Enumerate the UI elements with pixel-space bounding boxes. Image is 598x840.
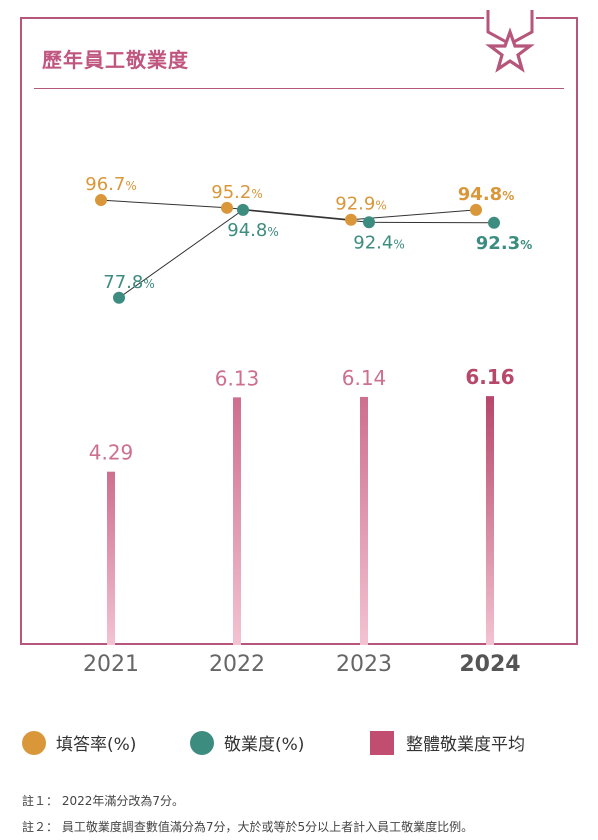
bar-value-label: 6.13 bbox=[215, 366, 260, 390]
bar-value-label: 6.14 bbox=[342, 366, 387, 390]
response-rate-value-label: 95.2% bbox=[211, 182, 262, 203]
legend-bar-square-icon bbox=[370, 730, 394, 755]
response-rate-value-label: 92.9% bbox=[335, 194, 386, 215]
legend-item-engagement: 敬業度(%) bbox=[190, 730, 304, 755]
x-tick-2023: 2023 bbox=[336, 652, 392, 677]
response-rate-point bbox=[221, 201, 233, 214]
line-engagement bbox=[118, 209, 495, 299]
title-divider bbox=[34, 88, 564, 89]
footnote-2: 註２： 員工敬業度調查數值滿分為7分，大於或等於5分以上者計入員工敬業度比例。 bbox=[22, 820, 474, 834]
engagement-value-label: 94.8% bbox=[227, 220, 278, 241]
bar-value-label: 4.29 bbox=[89, 441, 134, 465]
response-rate-value-label: 96.7% bbox=[85, 174, 136, 195]
engagement-value-label: 92.4% bbox=[353, 232, 404, 253]
chart-frame bbox=[20, 17, 578, 645]
legend-item-response-rate: 填答率(%) bbox=[22, 730, 136, 755]
response-rate-point bbox=[470, 203, 482, 216]
response-rate-value-label: 94.8% bbox=[458, 184, 514, 205]
chart-plot: 4.29 6.13 6.14 6.16 96.7% 95.2% 92.9% 94.8% 77.8… bbox=[85, 174, 532, 645]
engagement-value-label: 77.8% bbox=[103, 272, 154, 293]
engagement-point bbox=[113, 291, 125, 304]
bar-2024 bbox=[486, 396, 494, 645]
footnote-1: 註１： 2022年滿分改為7分。 bbox=[22, 794, 184, 808]
response-rate-point bbox=[345, 213, 357, 226]
legend-label: 整體敬業度平均 bbox=[406, 735, 525, 755]
engagement-point bbox=[363, 216, 375, 229]
x-tick-2022: 2022 bbox=[209, 652, 265, 677]
legend-teal-dot-icon bbox=[190, 730, 214, 755]
engagement-point bbox=[488, 216, 500, 229]
response-rate-point bbox=[95, 194, 107, 207]
x-tick-2024: 2024 bbox=[459, 652, 521, 677]
bar-value-label: 6.16 bbox=[465, 365, 514, 389]
bar-2022 bbox=[233, 397, 241, 645]
legend-orange-dot-icon bbox=[22, 730, 46, 755]
engagement-point bbox=[237, 203, 249, 216]
x-tick-2021: 2021 bbox=[83, 652, 139, 677]
bar-2023 bbox=[360, 396, 368, 645]
engagement-value-label: 92.3% bbox=[476, 233, 532, 254]
bar-2021 bbox=[107, 471, 115, 645]
legend: 填答率(%) 敬業度(%) 整體敬業度平均 bbox=[0, 730, 598, 760]
legend-item-average: 整體敬業度平均 bbox=[370, 730, 525, 755]
chart-title: 歷年員工敬業度 bbox=[42, 48, 189, 72]
line-response-rate bbox=[100, 199, 477, 221]
legend-label: 填答率(%) bbox=[56, 735, 137, 755]
badge-icon bbox=[484, 10, 536, 76]
legend-label: 敬業度(%) bbox=[224, 735, 305, 755]
